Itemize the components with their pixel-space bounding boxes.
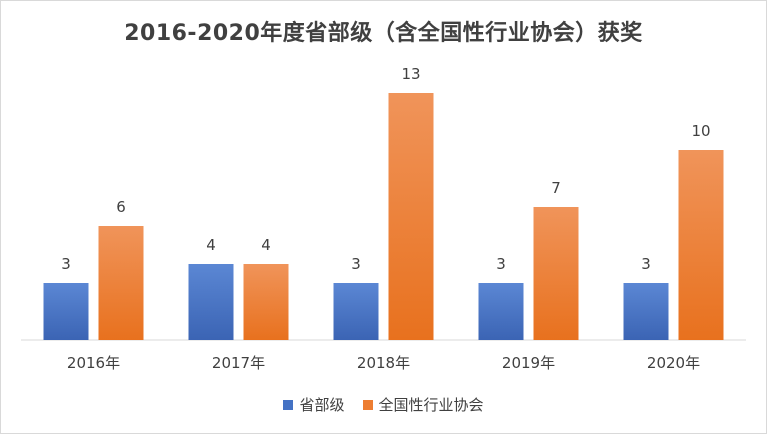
data-label-series-1-1: 4 [261, 236, 271, 254]
legend-label-series-1: 全国性行业协会 [378, 396, 484, 414]
data-label-series-1-4: 10 [691, 122, 710, 140]
bar-series-0-2 [333, 283, 379, 340]
legend-label-series-0: 省部级 [299, 396, 345, 414]
legend-swatch-series-1 [362, 399, 373, 410]
legend-item-series-1: 全国性行业协会 [362, 394, 484, 415]
data-label-series-0-4: 3 [641, 255, 651, 273]
bar-series-1-2 [388, 93, 434, 340]
data-label-series-0-2: 3 [351, 255, 361, 273]
bar-series-0-3 [478, 283, 524, 340]
data-label-series-1-2: 13 [401, 65, 420, 83]
bar-series-0-4 [623, 283, 669, 340]
data-label-series-1-3: 7 [551, 179, 561, 197]
x-tick-label-0: 2016年 [67, 354, 120, 372]
legend-item-series-0: 省部级 [283, 394, 345, 415]
x-tick-label-1: 2017年 [212, 354, 265, 372]
bar-series-0-0 [43, 283, 89, 340]
chart-title: 2016-2020年度省部级（含全国性行业协会）获奖 [124, 21, 643, 46]
bar-series-1-0 [98, 226, 144, 340]
bar-series-1-4 [678, 150, 724, 340]
data-label-series-0-0: 3 [61, 255, 71, 273]
bar-series-0-1 [188, 264, 234, 340]
data-label-series-0-3: 3 [496, 255, 506, 273]
x-tick-label-2: 2018年 [357, 354, 410, 372]
data-label-series-1-0: 6 [116, 198, 126, 216]
bar-series-1-1 [243, 264, 289, 340]
legend: 省部级 全国性行业协会 [1, 394, 766, 415]
legend-swatch-series-0 [283, 399, 294, 410]
bar-series-1-3 [533, 207, 579, 340]
x-tick-label-4: 2020年 [647, 354, 700, 372]
x-tick-label-3: 2019年 [502, 354, 555, 372]
data-label-series-0-1: 4 [206, 236, 216, 254]
